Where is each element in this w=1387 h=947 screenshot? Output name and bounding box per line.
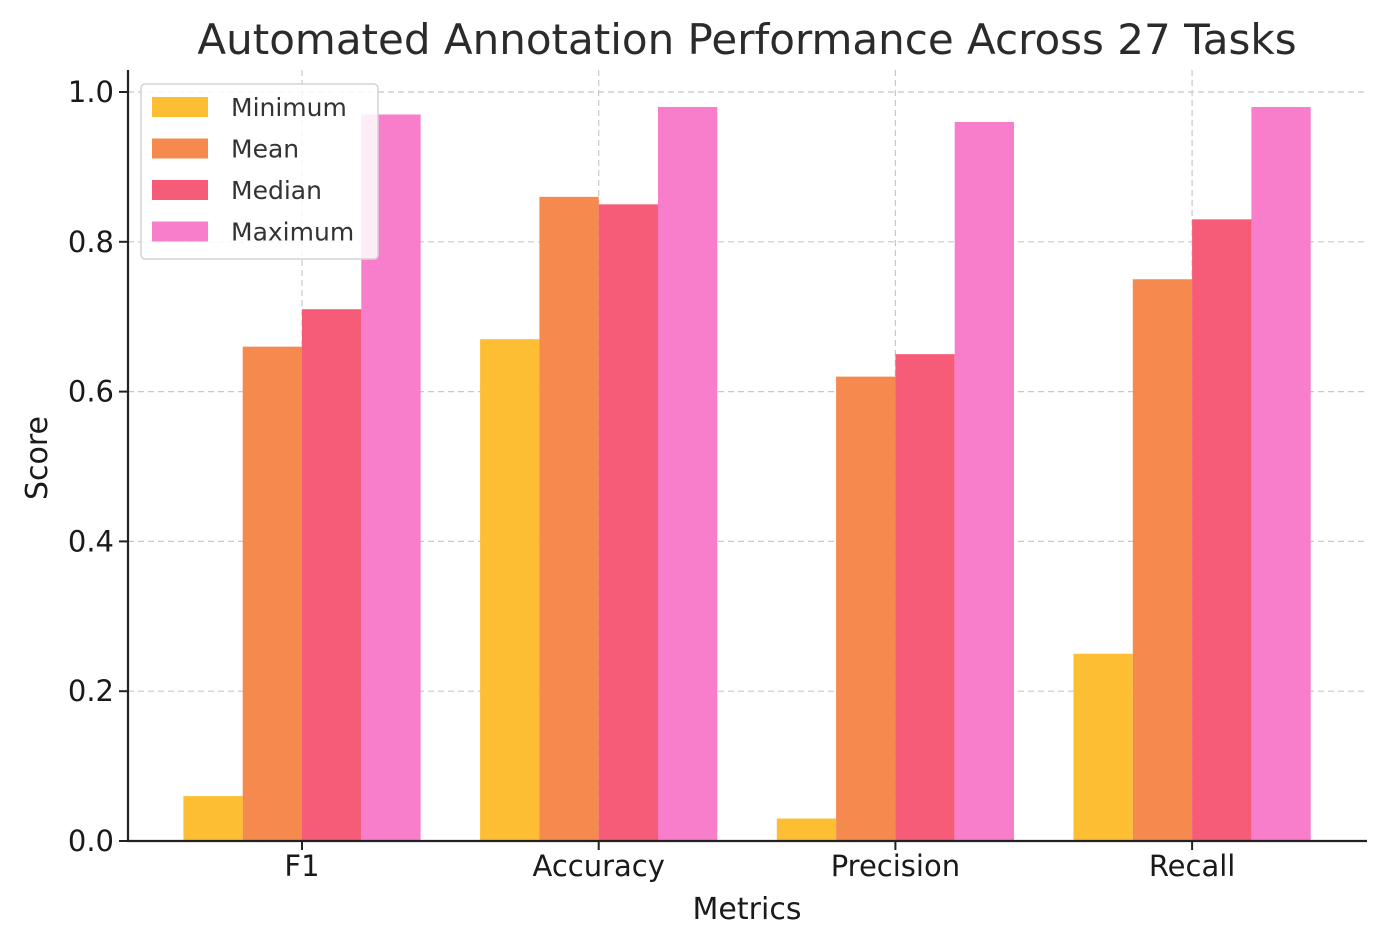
legend-label-median: Median — [231, 176, 322, 205]
legend-label-maximum: Maximum — [231, 218, 354, 247]
bar-maximum-recall — [1251, 106, 1311, 842]
bar-median-recall — [1192, 219, 1252, 841]
bar-mean-recall — [1132, 279, 1193, 841]
bar-mean-f1 — [242, 346, 302, 841]
x-axis-ticks: F1 Accuracy Precision Recall — [284, 841, 1235, 883]
legend: Minimum Mean Median Maximum — [140, 83, 379, 260]
legend-label-mean: Mean — [231, 135, 299, 164]
bar-median-accuracy — [598, 204, 658, 842]
legend-swatch-minimum — [152, 97, 208, 117]
chart-title: Automated Annotation Performance Across … — [197, 15, 1296, 64]
legend-items: Minimum Mean Median Maximum — [152, 93, 354, 247]
y-tick-label: 0.8 — [68, 225, 114, 259]
bar-median-f1 — [302, 309, 362, 842]
bar-minimum-accuracy — [480, 339, 540, 841]
x-tick-label: Accuracy — [532, 849, 664, 883]
y-tick-label: 0.6 — [68, 375, 114, 409]
legend-box — [140, 83, 379, 260]
y-tick-label: 0.4 — [68, 524, 114, 558]
y-axis-ticks: 0.0 0.2 0.4 0.6 0.8 1.0 — [68, 75, 128, 858]
bar-mean-accuracy — [539, 196, 599, 842]
legend-swatch-median — [152, 180, 208, 200]
x-axis-label: Metrics — [693, 892, 802, 927]
y-axis-label: Score — [20, 416, 55, 500]
bar-minimum-recall — [1073, 653, 1133, 841]
y-tick-label: 1.0 — [68, 75, 114, 109]
bar-minimum-f1 — [183, 796, 243, 841]
x-tick-label: Recall — [1149, 849, 1236, 883]
x-tick-label: F1 — [284, 849, 319, 883]
y-tick-label: 0.2 — [68, 674, 114, 708]
bar-mean-precision — [836, 376, 896, 841]
y-tick-label: 0.0 — [68, 824, 114, 858]
x-tick-label: Precision — [831, 849, 960, 883]
bar-maximum-precision — [954, 121, 1014, 841]
bar-median-precision — [895, 354, 955, 841]
bar-maximum-accuracy — [658, 106, 718, 842]
bar-minimum-precision — [776, 818, 837, 841]
legend-swatch-mean — [152, 138, 208, 159]
bars — [183, 106, 1311, 842]
legend-swatch-maximum — [152, 221, 208, 242]
legend-label-minimum: Minimum — [231, 93, 347, 122]
